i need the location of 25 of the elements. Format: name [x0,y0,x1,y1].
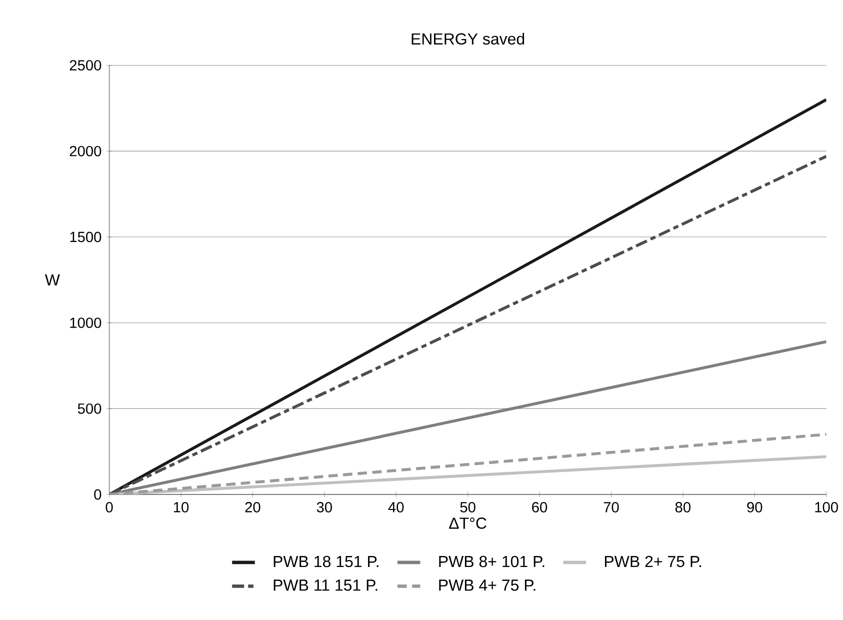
legend-label: PWB 18 151 P. [274,556,378,568]
legend-label: PWB 4+ 75 P. [439,580,536,591]
y-tick-label: 2000 [70,146,102,156]
legend-label: PWB 11 151 P. [274,580,378,591]
x-tick-label: 0 [106,502,113,513]
y-axis-title: W [44,274,60,286]
y-tick-label: 1500 [70,232,102,242]
x-tick-label: 40 [388,502,404,513]
x-tick-label: 30 [316,502,332,513]
x-tick-label: 70 [604,502,619,513]
y-tick-label: 0 [94,489,102,500]
legend-label: PWB 2+ 75 P. [604,556,702,568]
x-tick-label: 80 [675,502,690,513]
x-tick-label: 100 [815,502,838,513]
x-tick-label: 90 [747,502,762,513]
x-tick-label: 60 [532,502,548,513]
x-axis-title: ΔT°C [449,518,486,529]
y-tick-label: 500 [78,404,102,414]
y-tick-label: 1000 [70,318,102,328]
y-tick-label: 2500 [70,60,102,71]
legend-label: PWB 8+ 101 P. [439,556,544,568]
x-tick-label: 10 [174,502,189,513]
x-tick-label: 20 [245,502,260,513]
x-tick-label: 50 [460,502,476,513]
chart-title: ENERGY saved [412,32,524,45]
